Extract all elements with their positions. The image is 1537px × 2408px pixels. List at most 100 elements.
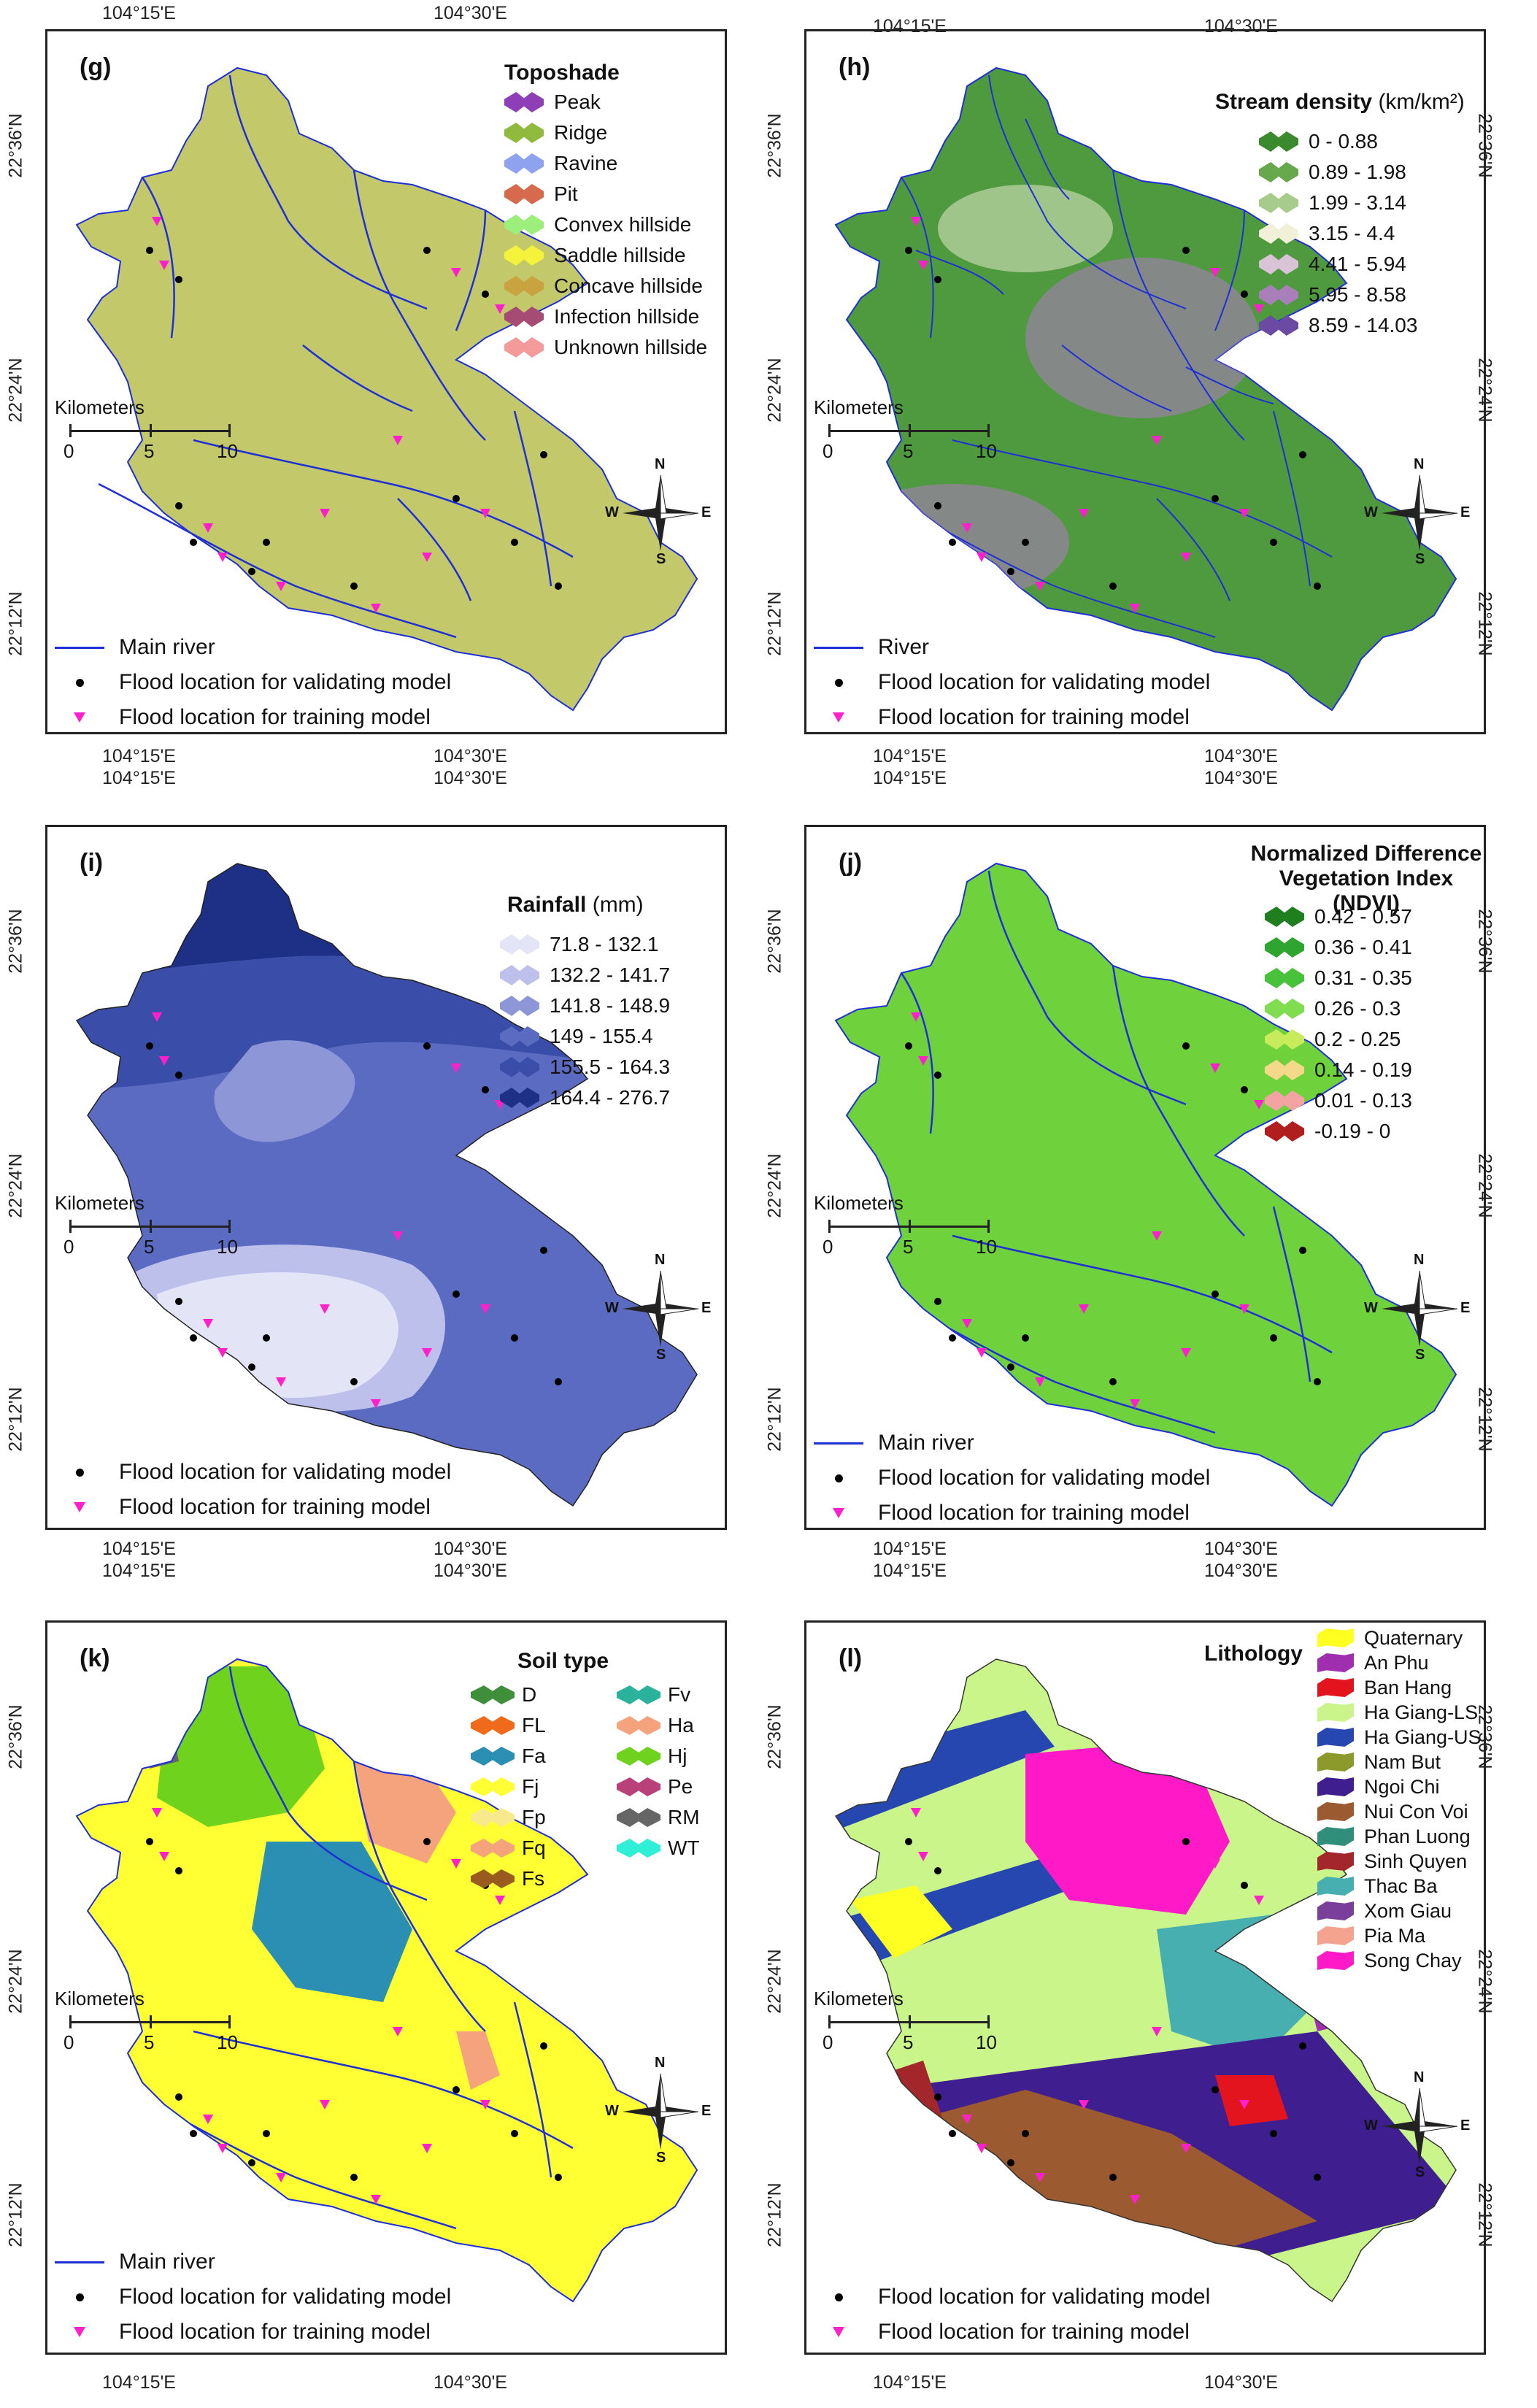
legend-label: An Phu <box>1364 1651 1429 1674</box>
validation-point <box>1241 291 1248 298</box>
legend-swatch <box>1259 193 1298 213</box>
validation-point <box>248 1363 255 1371</box>
legend-item: 155.5 - 164.3 <box>500 1052 670 1082</box>
training-point <box>451 1063 461 1073</box>
validation-point <box>1182 1838 1190 1845</box>
legend-label: Phan Luong <box>1364 1825 1471 1847</box>
legend-item: Infection hillside <box>504 301 707 332</box>
legend-label: Hj <box>668 1745 687 1767</box>
validation-point <box>263 2130 270 2137</box>
legend-item: WT <box>617 1833 725 1863</box>
legend-item: -0.19 - 0 <box>1265 1116 1412 1147</box>
north-arrow: N S W E <box>1364 456 1471 567</box>
legend-label: Pe <box>668 1775 693 1798</box>
legend-swatch <box>1265 1029 1304 1050</box>
scale-bar: Kilometers 0 5 10 <box>806 1192 1025 1265</box>
training-point <box>371 604 381 613</box>
legend-swatch <box>504 307 544 327</box>
legend-rainfall: 71.8 - 132.1 132.2 - 141.7 141.8 - 148.9… <box>500 929 670 1113</box>
validating-label: Flood location for validating model <box>119 1460 452 1484</box>
legend-swatch <box>1259 223 1298 244</box>
legend-item: Ravine <box>504 148 707 179</box>
training-point <box>1152 1231 1162 1241</box>
scale-tick: 5 <box>144 1236 155 1258</box>
lat-label: 22°36'N <box>1474 113 1495 178</box>
legend-swatch <box>1259 131 1298 152</box>
lon-label: 104°30'E <box>1204 1561 1278 1581</box>
lat-label: 22°12'N <box>764 2182 785 2247</box>
legend-swatch <box>504 337 544 358</box>
validation-point <box>1212 1290 1219 1298</box>
validating-label: Flood location for validating model <box>878 2285 1211 2309</box>
panel-label-k: (k) <box>80 1645 110 1672</box>
lat-label: 22°12'N <box>5 2182 26 2247</box>
legend-title-lithology: Lithology <box>1204 1642 1303 1666</box>
training-label: Flood location for training model <box>878 705 1190 729</box>
panel-label-i: (i) <box>80 849 104 877</box>
lithology-map <box>834 1658 1457 2303</box>
compass-icon <box>623 474 699 551</box>
validation-point <box>146 1042 153 1050</box>
validation-point <box>1241 1086 1248 1093</box>
validation-point <box>248 2159 255 2166</box>
legend-swatch <box>1265 999 1304 1019</box>
legend-swatch <box>471 1839 515 1858</box>
legend-swatch <box>617 1747 660 1766</box>
legend-item: D <box>471 1680 617 1710</box>
basin-outline <box>75 863 698 1507</box>
validation-point <box>949 539 956 546</box>
legend-swatch <box>1317 1777 1354 1796</box>
training-point <box>962 1319 972 1328</box>
lon-label: 104°15'E <box>873 746 947 766</box>
legend-item: Peak <box>504 87 707 118</box>
training-point <box>976 553 987 562</box>
legend-swatch <box>1317 1753 1354 1772</box>
scale-title: Kilometers <box>814 396 904 418</box>
legend-label: Infection hillside <box>554 305 700 328</box>
validation-point <box>934 502 941 509</box>
compass-w: W <box>1364 2117 1378 2134</box>
legend-label: Fs <box>522 1867 545 1890</box>
validation-point <box>263 1334 270 1342</box>
validation-point <box>511 539 518 546</box>
main-river-label: Main river <box>878 1431 974 1455</box>
lat-label: 22°24'N <box>764 1153 785 1218</box>
legend-swatch <box>1317 1951 1354 1970</box>
bottom-legend: Flood location for validating model Floo… <box>814 2280 1210 2350</box>
legend-swatch <box>504 123 544 143</box>
legend-item: 0.01 - 0.13 <box>1265 1085 1412 1116</box>
stream-density-map <box>834 66 1457 712</box>
legend-item: Saddle hillside <box>504 240 707 271</box>
validation-point <box>146 247 153 254</box>
training-point <box>1254 1896 1264 1905</box>
training-point <box>1152 436 1162 445</box>
compass-n: N <box>655 2055 666 2071</box>
lat-label: 22°24'N <box>1474 1153 1495 1218</box>
legend-swatch <box>1317 1827 1354 1846</box>
compass-icon <box>623 1270 699 1347</box>
legend-title-text: Rainfall <box>507 893 587 917</box>
legend-item: Nui Con Voi <box>1317 1799 1482 1824</box>
scale-tick: 0 <box>823 440 833 462</box>
legend-swatch <box>471 1747 515 1766</box>
legend-label: Thac Ba <box>1364 1874 1438 1897</box>
panel-stream-density: (h) Stream density (km/km²) 0 - 0.88 0.8… <box>804 29 1486 734</box>
compass-icon <box>1382 474 1458 551</box>
validation-point <box>934 276 941 283</box>
lon-label: 104°15'E <box>873 1539 947 1559</box>
legend-label: Fa <box>522 1745 546 1767</box>
basin-outline <box>75 1658 698 2303</box>
training-point <box>371 1399 381 1409</box>
scale-bar: Kilometers 0 5 10 <box>47 1192 266 1265</box>
legend-swatch <box>617 1839 660 1858</box>
legend-swatch <box>617 1808 660 1827</box>
legend-item: Quaternary <box>1317 1626 1482 1650</box>
scale-bar: Kilometers 0 5 10 <box>47 1988 266 2061</box>
rainfall-map <box>75 863 698 1507</box>
training-point <box>1239 1304 1249 1314</box>
bottom-legend: Main river Flood location for validating… <box>814 1426 1210 1528</box>
panel-rainfall: (i) Rainfall (mm) 71.8 - 132.1 132.2 - 1… <box>45 825 727 1530</box>
lat-label: 22°36'N <box>764 113 785 178</box>
validation-point <box>146 1838 153 1845</box>
training-point <box>159 1056 169 1066</box>
